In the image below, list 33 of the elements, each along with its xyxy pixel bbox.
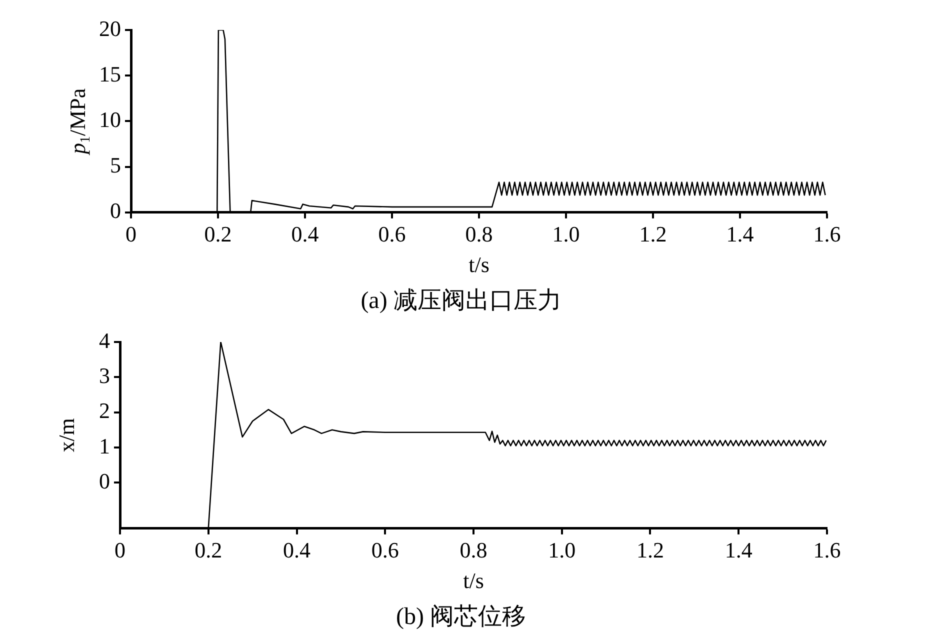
x-tick-label: 1.0: [548, 537, 576, 562]
x-tick-label: 0.6: [378, 221, 406, 246]
y-tick-label: 1: [99, 433, 110, 458]
y-tick-label: 0: [110, 198, 121, 224]
y-tick-label: 0: [99, 468, 110, 494]
y-axis-title: x/m: [54, 418, 79, 452]
x-tick-label: 1.2: [639, 221, 667, 246]
y-tick-label: 2: [99, 398, 110, 424]
text: (b) 阀芯位移: [396, 604, 526, 630]
y-axis-title: p1/MPa: [64, 88, 94, 156]
y-tick-label: 15: [99, 61, 121, 86]
x-tick-label: 0.6: [371, 537, 399, 562]
x-tick-label: 1.6: [813, 221, 841, 246]
x-tick-label: 0.2: [204, 221, 232, 246]
x-tick-label: 0.8: [460, 537, 488, 562]
x-tick-label: 1.2: [636, 537, 664, 562]
x-tick-label: 1.4: [726, 221, 754, 246]
x-tick-label: 0: [126, 221, 136, 246]
x-axis-title: t/s: [468, 252, 490, 277]
x-tick-label: 1.0: [552, 221, 580, 246]
y-tick-label: 20: [99, 16, 121, 41]
x-tick-label: 1.6: [813, 537, 841, 562]
y-tick-label: 3: [99, 362, 110, 388]
x-axis-title: t/s: [463, 568, 484, 593]
x-tick-label: 0.4: [283, 537, 310, 562]
y-tick-label: 5: [110, 152, 121, 178]
x-tick-label: 0.4: [291, 221, 319, 246]
y-tick-label: 10: [99, 106, 121, 132]
y-tick-label: 4: [99, 328, 110, 353]
x-tick-label: 0.2: [194, 537, 222, 562]
x-tick-label: 0.8: [465, 221, 493, 246]
x-tick-label: 1.4: [724, 537, 752, 562]
text: (a) 减压阀出口压力: [360, 288, 562, 314]
